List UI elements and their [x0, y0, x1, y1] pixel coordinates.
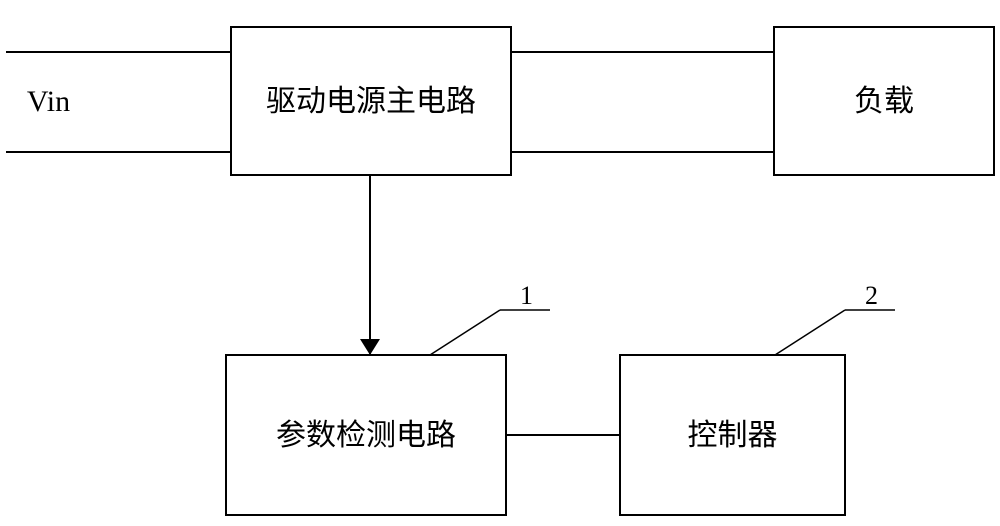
load-label: 负载	[854, 85, 914, 118]
parameter-detection-circuit-label: 参数检测电路	[276, 419, 456, 452]
tag-leader-t1	[430, 310, 500, 355]
tag-label-t1: 1	[520, 281, 533, 310]
arrow-head	[360, 339, 380, 355]
tag-label-t2: 2	[865, 281, 878, 310]
vin-label: Vin	[27, 85, 70, 118]
driver-main-circuit-label: 驱动电源主电路	[266, 85, 476, 118]
tag-leader-t2	[775, 310, 845, 355]
controller-label: 控制器	[688, 419, 778, 452]
